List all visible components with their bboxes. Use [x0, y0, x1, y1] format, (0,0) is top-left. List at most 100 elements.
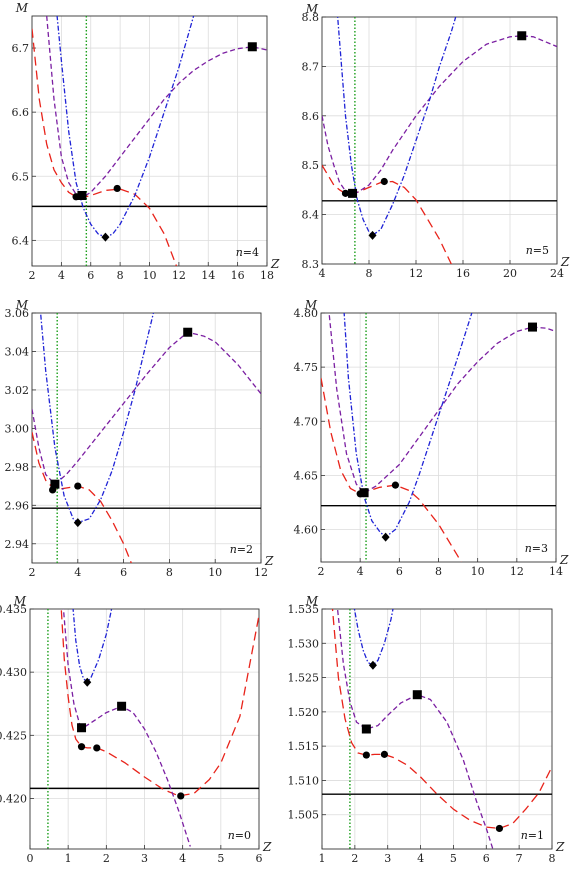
n-label: n=3 — [525, 542, 548, 555]
y-tick-label: 1.505 — [288, 809, 320, 822]
x-tick-label: 4 — [417, 852, 424, 865]
y-tick-label: 6.4 — [12, 234, 30, 247]
y-tick-label: 4.75 — [294, 361, 319, 374]
series-curve-1 — [60, 609, 259, 797]
y-tick-label: 1.535 — [288, 603, 320, 616]
x-tick-label: 5 — [450, 852, 457, 865]
x-axis-label: Z — [270, 257, 280, 271]
plot-frame — [321, 16, 558, 265]
x-tick-label: 2 — [29, 566, 36, 579]
n-label: n=1 — [521, 829, 544, 842]
y-tick-label: 8.3 — [302, 258, 320, 271]
square-marker — [348, 188, 358, 198]
y-tick-label: 4.65 — [294, 469, 319, 482]
square-marker — [359, 488, 369, 498]
x-tick-label: 4 — [74, 566, 81, 579]
circle-marker — [341, 189, 350, 197]
y-tick-label: 8.5 — [302, 159, 320, 172]
y-tick-label: 1.515 — [288, 740, 320, 753]
x-tick-label: 12 — [172, 269, 186, 282]
y-tick-label: 6.6 — [12, 106, 30, 119]
n-label: n=0 — [228, 829, 251, 842]
x-axis-label: Z — [560, 255, 570, 269]
x-tick-label: 12 — [409, 267, 423, 280]
series-curve-2 — [32, 331, 261, 485]
square-marker — [361, 724, 371, 734]
n-label: n=4 — [236, 246, 259, 259]
series-curve-2 — [62, 609, 191, 847]
y-axis-label: M — [304, 298, 318, 312]
x-tick-label: 6 — [396, 565, 403, 578]
y-tick-label: 2.94 — [5, 538, 30, 551]
x-tick-label: 14 — [201, 269, 215, 282]
x-tick-label: 4 — [357, 565, 364, 578]
y-tick-label: 6.5 — [12, 170, 30, 183]
square-marker — [77, 190, 87, 200]
x-axis-label: Z — [559, 553, 569, 567]
square-marker — [117, 701, 127, 711]
y-axis-label: M — [13, 594, 27, 608]
x-tick-label: 6 — [256, 852, 263, 865]
x-tick-label: 7 — [516, 852, 523, 865]
x-tick-label: 16 — [456, 267, 470, 280]
square-marker — [517, 31, 527, 41]
series-curve-1 — [32, 432, 132, 563]
series-curve-2 — [328, 313, 556, 494]
x-tick-label: 5 — [217, 852, 224, 865]
x-axis-label: Z — [262, 840, 272, 854]
y-axis-label: M — [15, 1, 29, 15]
series-curve-1 — [32, 28, 178, 266]
x-tick-label: 2 — [351, 852, 358, 865]
x-tick-label: 10 — [208, 566, 222, 579]
x-tick-label: 12 — [254, 566, 268, 579]
series-curve-2 — [46, 16, 267, 198]
series-curve-1 — [331, 609, 552, 830]
plot-area — [322, 609, 552, 849]
diamond-marker — [73, 518, 82, 528]
x-tick-label: 4 — [58, 269, 65, 282]
x-tick-label: 4 — [319, 267, 326, 280]
series-curve-3 — [337, 17, 457, 236]
panel-n1: 1 2 3 4 5 6 7 8 1.505 1.510 1.515 1.520 1.525 1.530 1.… — [288, 594, 566, 865]
panel-n4: 2 4 6 8 10 12 14 16 18 6.4 6.5 6.6 6.7 M Zn=4 — [12, 1, 281, 282]
x-tick-label: 2 — [103, 852, 110, 865]
y-tick-label: 4.80 — [294, 307, 319, 320]
x-axis-label: Z — [555, 840, 565, 854]
y-tick-label: 8.4 — [302, 209, 320, 222]
y-tick-label: 1.520 — [288, 706, 320, 719]
y-axis-label: M — [305, 2, 319, 16]
y-tick-label: 8.6 — [302, 110, 320, 123]
x-tick-label: 8 — [435, 565, 442, 578]
panel-n3: 2 4 6 8 10 12 14 4.60 4.65 4.70 4.75 4.80M Zn=3 — [294, 298, 570, 578]
y-tick-label: 1.530 — [288, 637, 320, 650]
y-tick-label: 6.7 — [12, 42, 30, 55]
square-marker — [528, 322, 537, 332]
x-tick-label: 4 — [179, 852, 186, 865]
series-curve-3 — [56, 16, 195, 238]
y-tick-label: 1.510 — [288, 774, 320, 787]
x-tick-label: 14 — [549, 565, 563, 578]
x-tick-label: 8 — [166, 566, 173, 579]
y-tick-label: 3.02 — [5, 384, 30, 397]
series-curve-3 — [39, 313, 155, 524]
square-marker — [183, 327, 193, 337]
x-tick-label: 8 — [549, 852, 556, 865]
x-tick-label: 6 — [483, 852, 490, 865]
y-tick-label: 2.98 — [5, 461, 30, 474]
y-axis-label: M — [305, 594, 319, 608]
series-curve-3 — [353, 609, 394, 666]
circle-marker — [380, 177, 388, 186]
plot-frame — [31, 312, 262, 564]
x-tick-label: 10 — [471, 565, 485, 578]
square-marker — [50, 479, 60, 489]
y-tick-label: 3.04 — [5, 345, 30, 358]
diamond-marker — [83, 677, 92, 687]
x-tick-label: 12 — [510, 565, 524, 578]
x-tick-label: 1 — [319, 852, 326, 865]
plot-frame — [321, 608, 553, 850]
y-tick-label: 0.420 — [0, 792, 27, 805]
x-tick-label: 18 — [260, 269, 274, 282]
x-tick-label: 3 — [384, 852, 391, 865]
x-tick-label: 10 — [143, 269, 157, 282]
